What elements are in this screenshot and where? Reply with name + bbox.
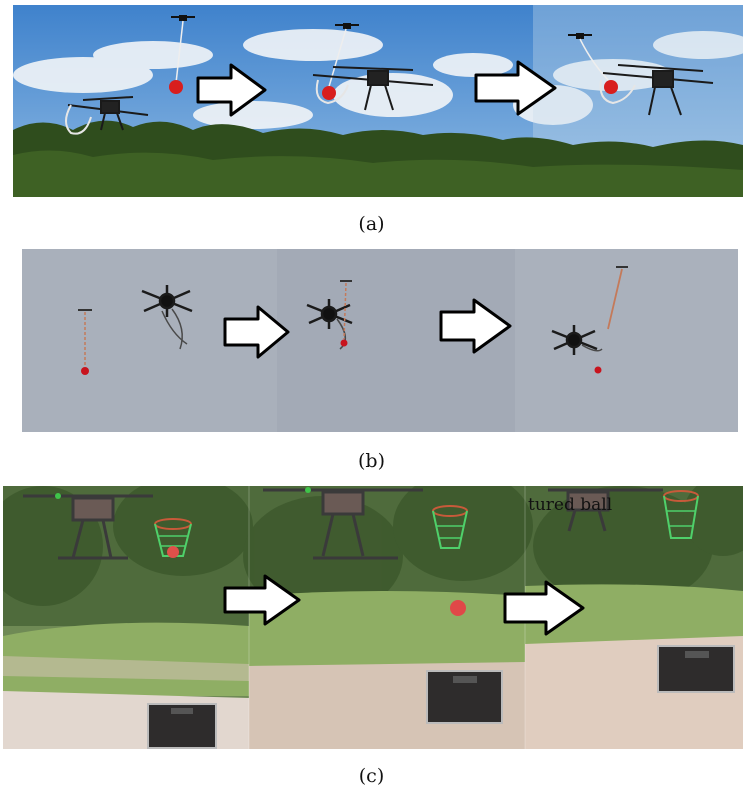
drone-with-net [312,66,434,111]
ground-basket [426,670,503,724]
target-drone [340,280,352,347]
caption-b: (b) [358,450,385,472]
red-ball [604,80,618,94]
red-ball [340,339,348,347]
sequence-arrow [196,63,267,117]
panel-c-photo: tured ball [3,486,743,749]
ground-basket [657,645,735,693]
basketball-hoop [663,490,699,539]
target-drone [607,266,628,330]
red-ball [594,366,602,374]
target-drone [169,15,195,94]
drone-with-net [23,493,153,560]
red-ball [169,80,183,94]
basketball-hoop [432,505,468,549]
red-ball [167,546,179,558]
drone-with-net [599,64,714,116]
red-ball [450,600,466,616]
panel-b-photo [22,249,738,432]
drone-with-net [141,285,193,350]
overlay-caption: tured ball [528,495,612,515]
ground-basket [147,703,217,749]
panel-a-photo [13,5,743,197]
drone-with-net [65,96,149,135]
red-ball [81,367,89,375]
sequence-arrow [223,574,301,626]
red-ball [322,86,336,100]
sequence-arrow [503,580,585,636]
caption-a: (a) [358,213,385,235]
drone-with-net [548,488,663,532]
sequence-arrow [439,298,512,354]
target-drone [327,23,359,91]
caption-c: (c) [358,765,385,787]
sequence-arrow [474,60,557,116]
target-drone [78,309,92,375]
target-drone [568,33,612,84]
sequence-arrow [223,305,290,359]
drone-with-net [551,325,603,355]
basketball-hoop [154,518,192,558]
drone-with-net [263,487,423,560]
